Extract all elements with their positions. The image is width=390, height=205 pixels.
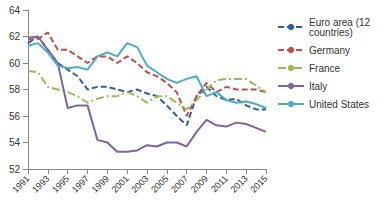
svg-text:1999: 1999 (90, 173, 111, 194)
svg-text:56: 56 (9, 111, 21, 122)
svg-text:1993: 1993 (30, 173, 51, 194)
svg-text:Germany: Germany (309, 45, 350, 56)
svg-text:2015: 2015 (248, 173, 269, 194)
svg-text:62: 62 (9, 31, 21, 42)
svg-text:France: France (309, 63, 341, 74)
svg-text:58: 58 (9, 84, 21, 95)
svg-text:Italy: Italy (309, 81, 327, 92)
svg-text:1997: 1997 (70, 173, 91, 194)
svg-text:2011: 2011 (209, 173, 230, 194)
svg-text:United States: United States (309, 99, 369, 110)
svg-text:2001: 2001 (109, 173, 130, 194)
svg-text:1995: 1995 (50, 173, 71, 194)
svg-text:60: 60 (9, 58, 21, 69)
svg-text:2009: 2009 (189, 173, 210, 194)
svg-text:2003: 2003 (129, 173, 150, 194)
svg-text:countries): countries) (309, 27, 353, 38)
svg-text:Euro area (12: Euro area (12 (309, 16, 373, 28)
svg-text:64: 64 (9, 5, 21, 16)
svg-text:52: 52 (9, 164, 21, 175)
svg-text:2007: 2007 (169, 173, 190, 194)
svg-text:54: 54 (9, 137, 21, 148)
svg-text:1991: 1991 (10, 173, 31, 194)
svg-text:2013: 2013 (228, 173, 249, 194)
svg-text:2005: 2005 (149, 173, 170, 194)
